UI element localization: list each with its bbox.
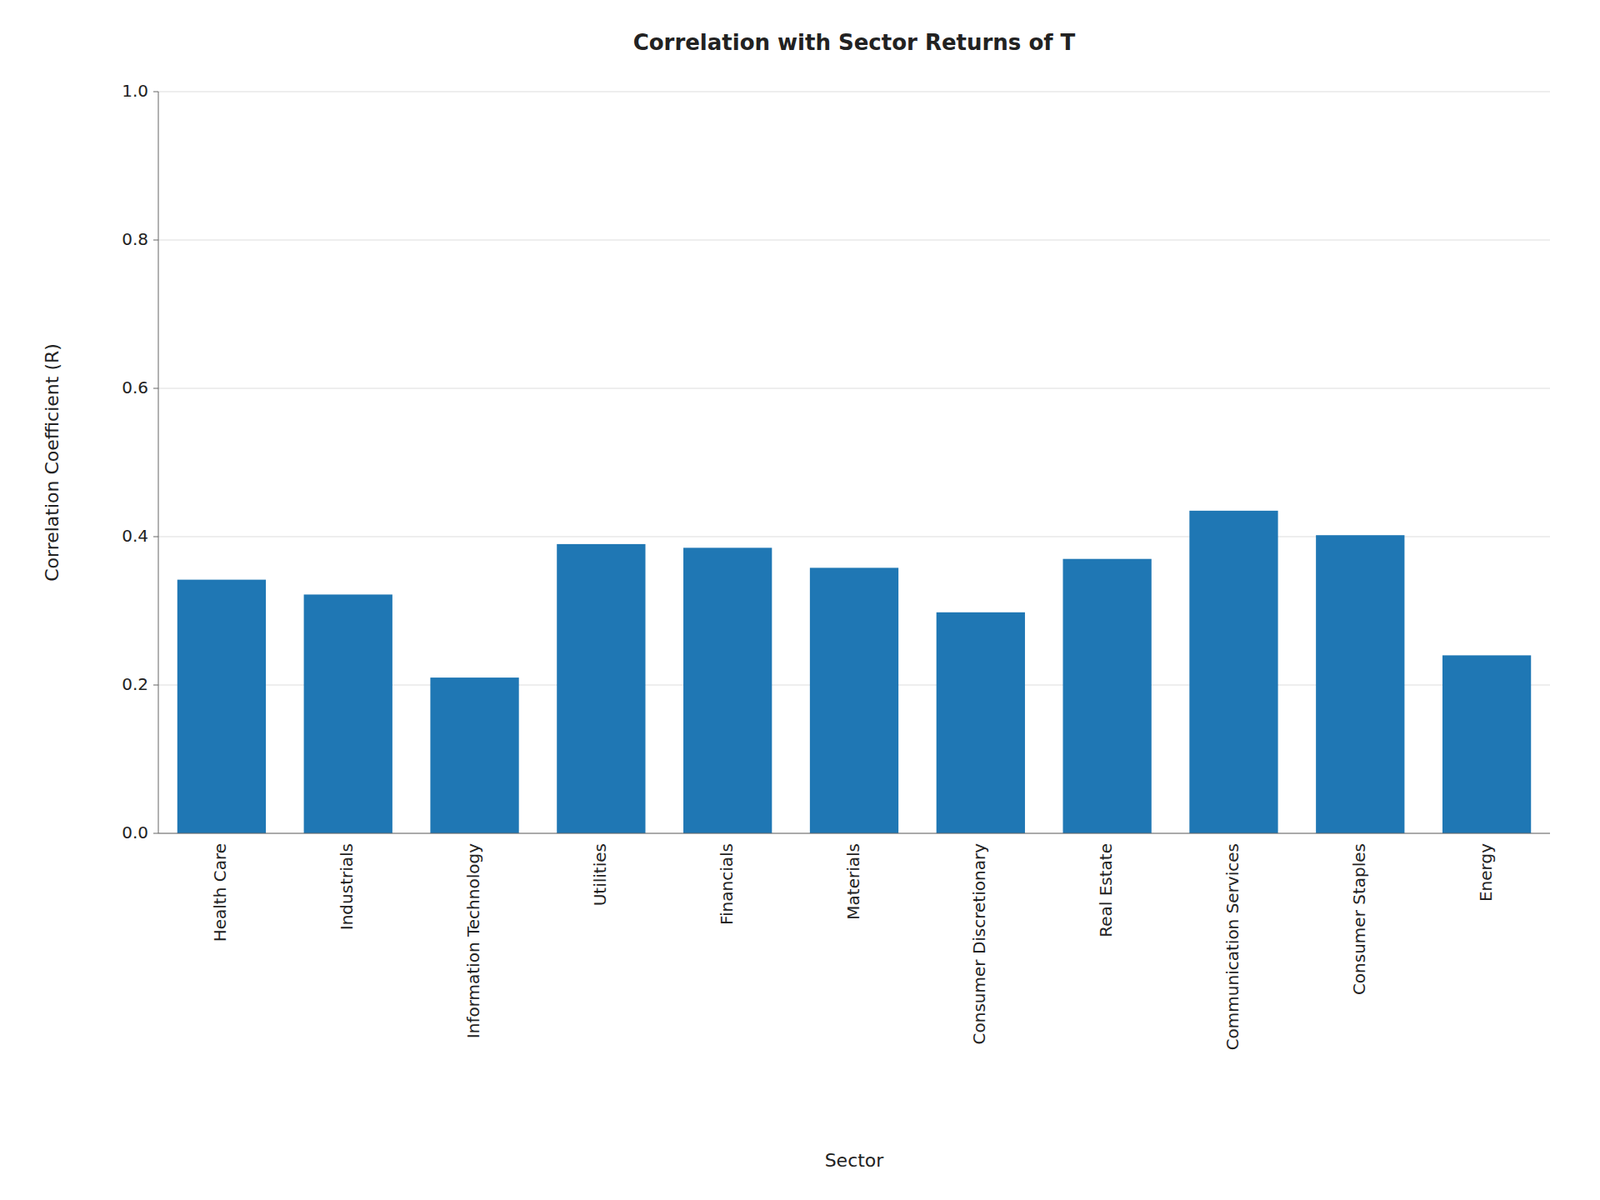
bar	[683, 547, 772, 834]
x-tick-label: Consumer Staples	[1349, 843, 1370, 995]
y-tick-label: 0.6	[121, 377, 149, 398]
x-tick-label: Consumer Discretionary	[969, 843, 990, 1045]
bar	[1189, 510, 1278, 834]
bars	[177, 510, 1531, 834]
x-tick-label: Utilities	[590, 843, 610, 906]
x-axis: Health Care Industrials Information Techno…	[210, 843, 1495, 1050]
y-tick	[153, 240, 159, 241]
grid-line	[158, 240, 1550, 241]
grid-line	[158, 388, 1550, 390]
x-tick-label: Health Care	[210, 843, 230, 942]
bar	[177, 580, 266, 834]
y-tick-label: 1.0	[121, 80, 149, 101]
grid	[158, 91, 1550, 834]
y-axis: 0.0 0.2 0.4 0.6 0.8 1.0	[121, 80, 159, 843]
x-tick-label: Industrials	[336, 843, 357, 930]
y-tick	[153, 685, 159, 686]
x-axis-line	[158, 833, 1550, 835]
y-tick-label: 0.2	[121, 674, 149, 695]
bar	[1315, 535, 1405, 834]
bar	[304, 594, 393, 834]
bar	[1063, 559, 1152, 834]
y-tick-label: 0.0	[121, 822, 149, 843]
grid-line	[158, 91, 1550, 93]
x-tick-label: Materials	[843, 843, 864, 920]
x-axis-label: Sector	[825, 1150, 885, 1171]
x-tick-label: Energy	[1475, 843, 1496, 902]
y-axis-label: Correlation Coefficient (R)	[41, 343, 63, 582]
y-axis-line	[158, 91, 160, 834]
title: Correlation with Sector Returns of T	[633, 30, 1076, 55]
x-tick-label: Financials	[716, 843, 737, 925]
bar	[556, 544, 645, 834]
x-tick-label: Information Technology	[463, 843, 484, 1039]
bar	[810, 567, 899, 834]
y-tick	[153, 833, 159, 835]
chart: 0.0 0.2 0.4 0.6 0.8 1.0 Health Care Industrials…	[0, 0, 1600, 1200]
x-tick-label: Real Estate	[1095, 843, 1116, 938]
y-tick	[153, 536, 159, 538]
y-tick-label: 0.4	[121, 525, 149, 546]
chart-container: 0.0 0.2 0.4 0.6 0.8 1.0 Health Care Industrials…	[0, 0, 1600, 1200]
x-tick-label: Communication Services	[1222, 843, 1243, 1050]
y-tick-label: 0.8	[121, 229, 149, 250]
y-tick	[153, 388, 159, 390]
y-tick	[153, 91, 159, 93]
bar	[430, 677, 519, 834]
bar	[1442, 655, 1531, 834]
bar	[936, 612, 1025, 834]
grid-line	[158, 833, 1550, 835]
